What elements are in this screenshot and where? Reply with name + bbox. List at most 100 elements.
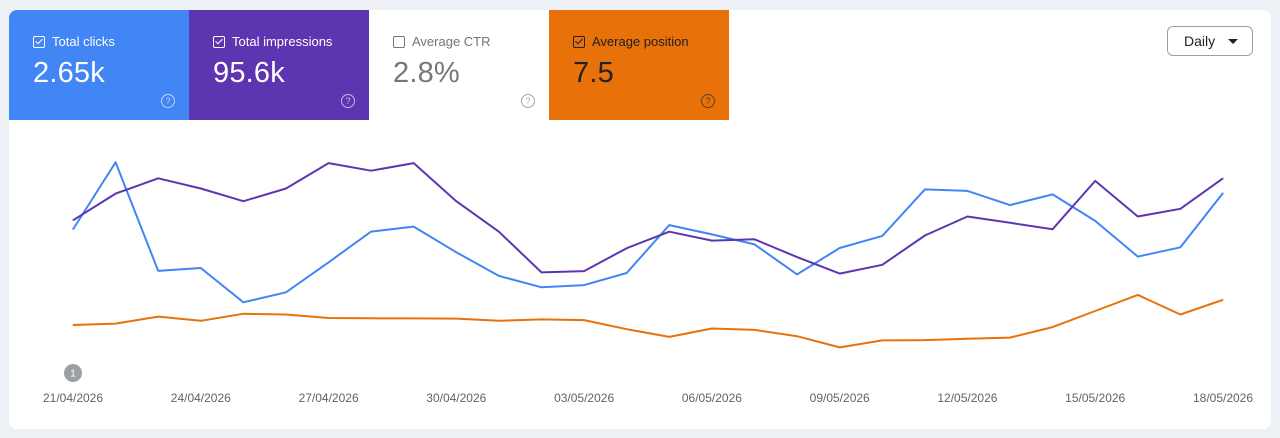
data-point-position[interactable] [285,314,287,315]
annotation-marker[interactable]: 1 [64,364,82,382]
data-point-impressions[interactable] [455,200,457,202]
data-point-impressions[interactable] [626,247,628,249]
metric-total-impressions[interactable]: Total impressions 95.6k ? [189,10,369,120]
annotation-badge[interactable] [64,364,82,382]
data-point-position[interactable] [1222,299,1224,301]
data-point-impressions[interactable] [413,162,415,164]
data-point-clicks[interactable] [541,286,542,288]
metric-average-position[interactable]: Average position 7.5 ? [549,10,729,120]
data-point-impressions[interactable] [583,270,585,272]
data-point-impressions[interactable] [157,177,159,179]
data-point-position[interactable] [966,338,968,340]
metric-average-ctr[interactable]: Average CTR 2.8% ? [369,10,549,120]
data-point-clicks[interactable] [1137,256,1139,258]
data-point-clicks[interactable] [839,247,841,249]
data-point-impressions[interactable] [498,231,500,233]
data-point-position[interactable] [455,318,457,320]
data-point-clicks[interactable] [754,243,755,245]
data-point-clicks[interactable] [242,301,244,303]
data-point-clicks[interactable] [1222,192,1224,194]
data-point-impressions[interactable] [1052,228,1054,230]
data-point-impressions[interactable] [668,231,670,233]
period-dropdown[interactable]: Daily [1167,26,1253,56]
data-point-clicks[interactable] [455,251,457,253]
help-icon[interactable]: ? [341,94,355,108]
data-point-position[interactable] [413,317,415,319]
data-point-clicks[interactable] [200,267,202,269]
data-point-position[interactable] [626,328,628,330]
data-point-position[interactable] [583,319,585,321]
data-point-impressions[interactable] [711,240,713,242]
data-point-position[interactable] [796,335,798,337]
data-point-clicks[interactable] [72,228,74,230]
help-icon[interactable]: ? [701,94,715,108]
data-point-clicks[interactable] [796,273,798,275]
data-point-position[interactable] [881,339,883,341]
data-point-position[interactable] [498,320,500,322]
data-point-impressions[interactable] [115,193,117,195]
data-point-impressions[interactable] [285,188,287,189]
data-point-impressions[interactable] [200,188,202,189]
data-point-position[interactable] [242,313,244,315]
data-point-position[interactable] [200,320,202,322]
checkbox-checked-icon[interactable] [33,36,45,48]
checkbox-unchecked-icon[interactable] [393,36,405,48]
data-point-position[interactable] [668,336,670,338]
checkbox-checked-icon[interactable] [573,36,585,48]
data-point-position[interactable] [72,324,74,326]
data-point-impressions[interactable] [370,170,372,172]
data-point-impressions[interactable] [541,271,542,273]
data-point-impressions[interactable] [924,235,926,236]
data-point-clicks[interactable] [626,272,628,274]
data-point-impressions[interactable] [839,273,841,275]
data-point-clicks[interactable] [1094,220,1096,222]
data-point-position[interactable] [1052,326,1054,328]
help-icon[interactable]: ? [521,94,535,108]
data-point-impressions[interactable] [881,264,883,266]
data-point-impressions[interactable] [754,238,755,240]
data-point-clicks[interactable] [370,231,372,233]
data-point-impressions[interactable] [1137,216,1139,217]
data-point-position[interactable] [115,323,117,325]
data-point-clicks[interactable] [115,161,117,163]
data-point-clicks[interactable] [157,270,159,272]
help-icon[interactable]: ? [161,94,175,108]
data-point-clicks[interactable] [966,190,968,192]
data-point-impressions[interactable] [1094,180,1096,182]
data-point-clicks[interactable] [881,235,883,237]
data-point-position[interactable] [1094,310,1096,312]
data-point-position[interactable] [157,316,159,318]
data-point-impressions[interactable] [72,219,74,221]
data-point-position[interactable] [1179,314,1181,315]
metric-value: 95.6k [213,57,285,89]
data-point-position[interactable] [839,346,841,348]
data-point-clicks[interactable] [583,284,585,286]
data-point-impressions[interactable] [1009,222,1011,224]
data-point-position[interactable] [1009,337,1011,339]
data-point-position[interactable] [924,339,926,341]
data-point-impressions[interactable] [328,162,330,164]
data-point-clicks[interactable] [285,291,287,293]
data-point-clicks[interactable] [328,261,330,263]
data-point-clicks[interactable] [668,224,670,226]
data-point-impressions[interactable] [966,216,968,217]
data-point-position[interactable] [1137,294,1139,296]
data-point-impressions[interactable] [1222,177,1224,179]
data-point-impressions[interactable] [242,200,244,202]
data-point-position[interactable] [328,317,330,319]
metric-total-clicks[interactable]: Total clicks 2.65k ? [9,10,189,120]
checkbox-checked-icon[interactable] [213,36,225,48]
data-point-position[interactable] [370,317,372,319]
data-point-clicks[interactable] [924,188,926,190]
data-point-impressions[interactable] [796,256,798,258]
data-point-impressions[interactable] [1179,208,1181,210]
data-point-clicks[interactable] [413,226,415,228]
data-point-clicks[interactable] [711,233,713,235]
data-point-clicks[interactable] [1179,246,1181,248]
data-point-clicks[interactable] [1052,193,1054,195]
data-point-clicks[interactable] [1009,204,1011,206]
data-point-clicks[interactable] [498,275,500,277]
data-point-position[interactable] [541,318,542,320]
data-point-position[interactable] [754,329,755,331]
data-point-position[interactable] [711,328,713,329]
